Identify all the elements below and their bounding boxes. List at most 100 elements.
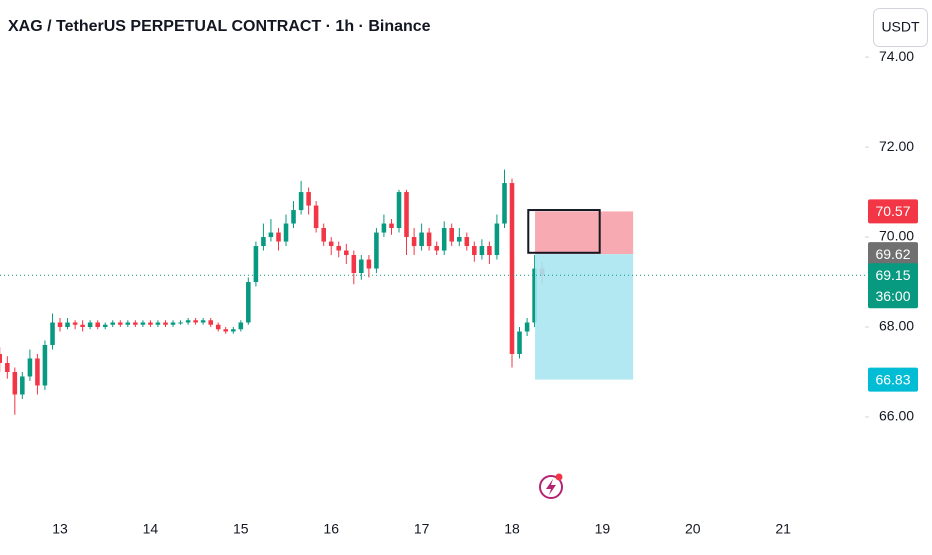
candle-body [268,232,274,238]
candle-body [110,322,116,325]
candle-body [193,320,198,323]
last-price-box [868,263,918,309]
candle-body [246,282,251,323]
x-tick-label: 20 [685,521,701,537]
candle-body [155,322,161,325]
candle-body [351,255,357,274]
candle-body [125,322,131,325]
candle-body [298,192,304,211]
candle-body [517,331,522,354]
x-tick-label: 18 [504,521,520,537]
candle-body [381,223,387,233]
candle-body [163,322,168,325]
candle-body [313,205,319,229]
candle-body [328,241,334,247]
drawn-rectangle [527,209,601,254]
candle-body [215,324,221,330]
currency-label[interactable]: USDT [881,19,920,35]
candle-body [359,259,364,274]
x-tick-label: 13 [52,521,68,537]
candle-body [494,223,500,256]
candle-body [133,322,138,325]
axis-layer: 13 14 15 16 17 18 19 20 21 66.00 68.00 70.00 72.00 74… [52,48,918,537]
y-tick-label: 72.00 [879,138,914,154]
candle-body [65,322,70,327]
candle-body [238,322,244,330]
candle-body [276,232,281,242]
target-zone [535,254,634,380]
event-icon-ring[interactable] [539,475,563,499]
candle-body [140,322,146,325]
candle-body [426,232,432,247]
candle-body [35,358,40,386]
x-tick-label: 14 [143,521,159,537]
event-icon-dot[interactable] [555,473,563,481]
candle-body [148,322,153,325]
candle-body [524,322,530,332]
candle-body [178,322,183,324]
entry-price-label-box [868,242,918,267]
candle-body [411,237,417,247]
candle-body [336,246,341,251]
candle-body [57,322,63,327]
currency-button[interactable] [873,8,928,47]
candle-body [231,329,236,332]
candle-body [185,320,191,323]
stop-price-label: 70.57 [875,203,910,219]
chart-title: XAG / TetherUS PERPETUAL CONTRACT · 1h ·… [8,18,431,35]
candle-body [396,192,402,229]
candle-body [50,322,55,345]
candle-body [502,183,507,224]
candle-body [509,183,515,354]
candle-body [291,210,296,224]
y-tick-label: 70.00 [879,228,914,244]
candle-body [419,232,424,247]
candle-body [374,232,379,269]
candle-body [95,322,100,327]
candle-body [487,246,492,256]
candle-body [80,324,85,327]
last-price-label: 69.15 [875,267,910,283]
candle-body [208,320,213,325]
candle-body [118,322,123,325]
candle-body [464,237,470,247]
target-price-label-box [868,367,918,392]
event-icon[interactable] [539,473,563,499]
candle-body [170,322,176,325]
candle-body [0,353,3,363]
candle-body [261,237,266,247]
stop-zone [535,211,634,255]
x-tick-label: 15 [233,521,249,537]
candle-body [5,362,10,372]
candle-body [20,376,25,395]
y-tick-label: 66.00 [879,408,914,424]
stop-price-label-box [868,199,918,224]
y-tick-label: 74.00 [879,48,914,64]
candle-body [449,228,454,242]
entry-price-label: 69.62 [875,246,910,262]
candle-body [200,320,206,323]
candle-body [223,329,228,332]
candle-body [27,358,33,377]
event-icon-bolt[interactable] [546,479,556,495]
candle-body [306,192,311,206]
x-tick-label: 21 [775,521,791,537]
candle-body [457,237,462,242]
candle-body [441,228,447,251]
candle-body [479,246,485,256]
candle-body [344,250,349,256]
candle-body [72,322,78,325]
candle-body [253,246,259,283]
candle-body [12,371,18,395]
candle-body [321,228,326,242]
candle-body [283,223,289,242]
candle-body [389,223,394,229]
candle-body [87,322,93,327]
countdown-label: 36:00 [875,288,910,304]
y-tick-label: 68.00 [879,318,914,334]
candle-body [102,324,108,327]
candle-body [532,268,537,323]
plot-area [0,169,865,415]
